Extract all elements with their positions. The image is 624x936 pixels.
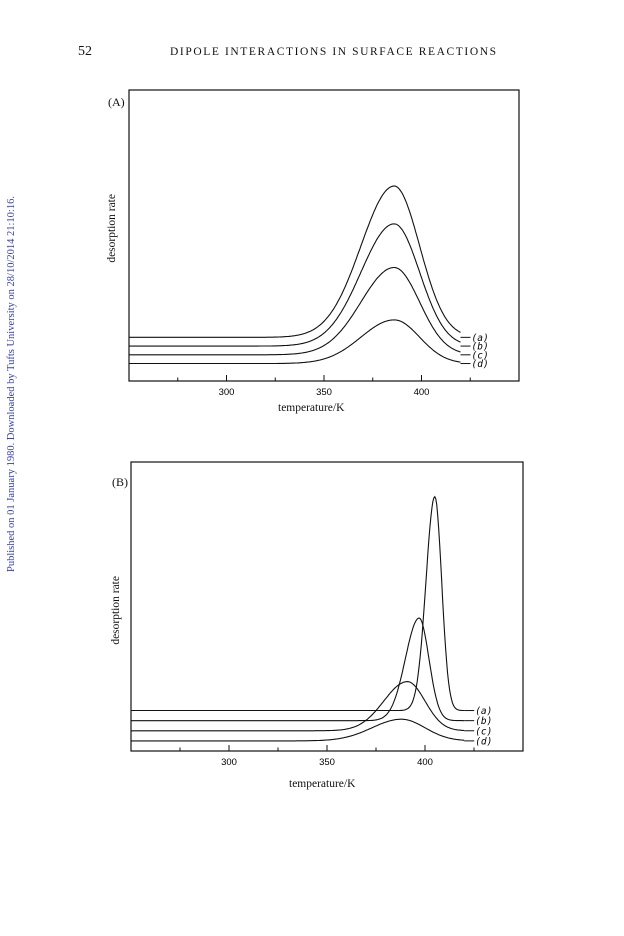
page-number: 52 xyxy=(78,44,92,59)
panel-b-series-label-a: (a) xyxy=(475,706,492,717)
panel-b-chart: 300 350 400 (a)(b)(c)(d) xyxy=(130,461,524,768)
panel-a-label: (A) xyxy=(108,95,125,109)
panel-b-xlabel: temperature/K xyxy=(289,778,356,790)
panel-a-xlabel: temperature/K xyxy=(278,402,345,414)
panel-a-series-label-a: (a) xyxy=(472,333,489,344)
panel-a-series-label-b: (b) xyxy=(472,342,489,353)
panel-b-series-b xyxy=(131,617,465,722)
panel-b-series-label-b: (b) xyxy=(475,716,492,727)
panel-a-xtick-label-350: 350 xyxy=(316,387,332,398)
panel-a-series-c xyxy=(129,266,461,356)
panel-b-label: (B) xyxy=(112,475,128,489)
panel-b-series-c xyxy=(131,681,465,732)
panel-b-xtick-label-350: 350 xyxy=(319,757,335,768)
panel-a-series-b xyxy=(129,223,461,347)
panel-a-xtick-label-300: 300 xyxy=(219,387,235,398)
panel-a-series-label-c: (c) xyxy=(472,350,489,361)
panel-b-series-label-c: (c) xyxy=(475,726,492,737)
running-title: DIPOLE INTERACTIONS IN SURFACE REACTIONS xyxy=(170,46,498,58)
panel-b-series-d xyxy=(131,718,465,742)
panel-a-chart: 300 350 400 (a)(b)(c)(d) xyxy=(128,89,520,398)
panel-b-series-a xyxy=(131,495,465,712)
panel-a-series-label-d: (d) xyxy=(472,359,489,370)
panel-a-xtick-label-400: 400 xyxy=(414,387,430,398)
panel-b-xtick-label-300: 300 xyxy=(221,757,237,768)
panel-a-series-a xyxy=(129,185,461,338)
panel-b-frame xyxy=(130,461,524,752)
panel-b-xtick-label-400: 400 xyxy=(417,757,433,768)
panel-b-series-label-d: (d) xyxy=(475,736,492,747)
panel-a-series-d xyxy=(129,319,461,365)
